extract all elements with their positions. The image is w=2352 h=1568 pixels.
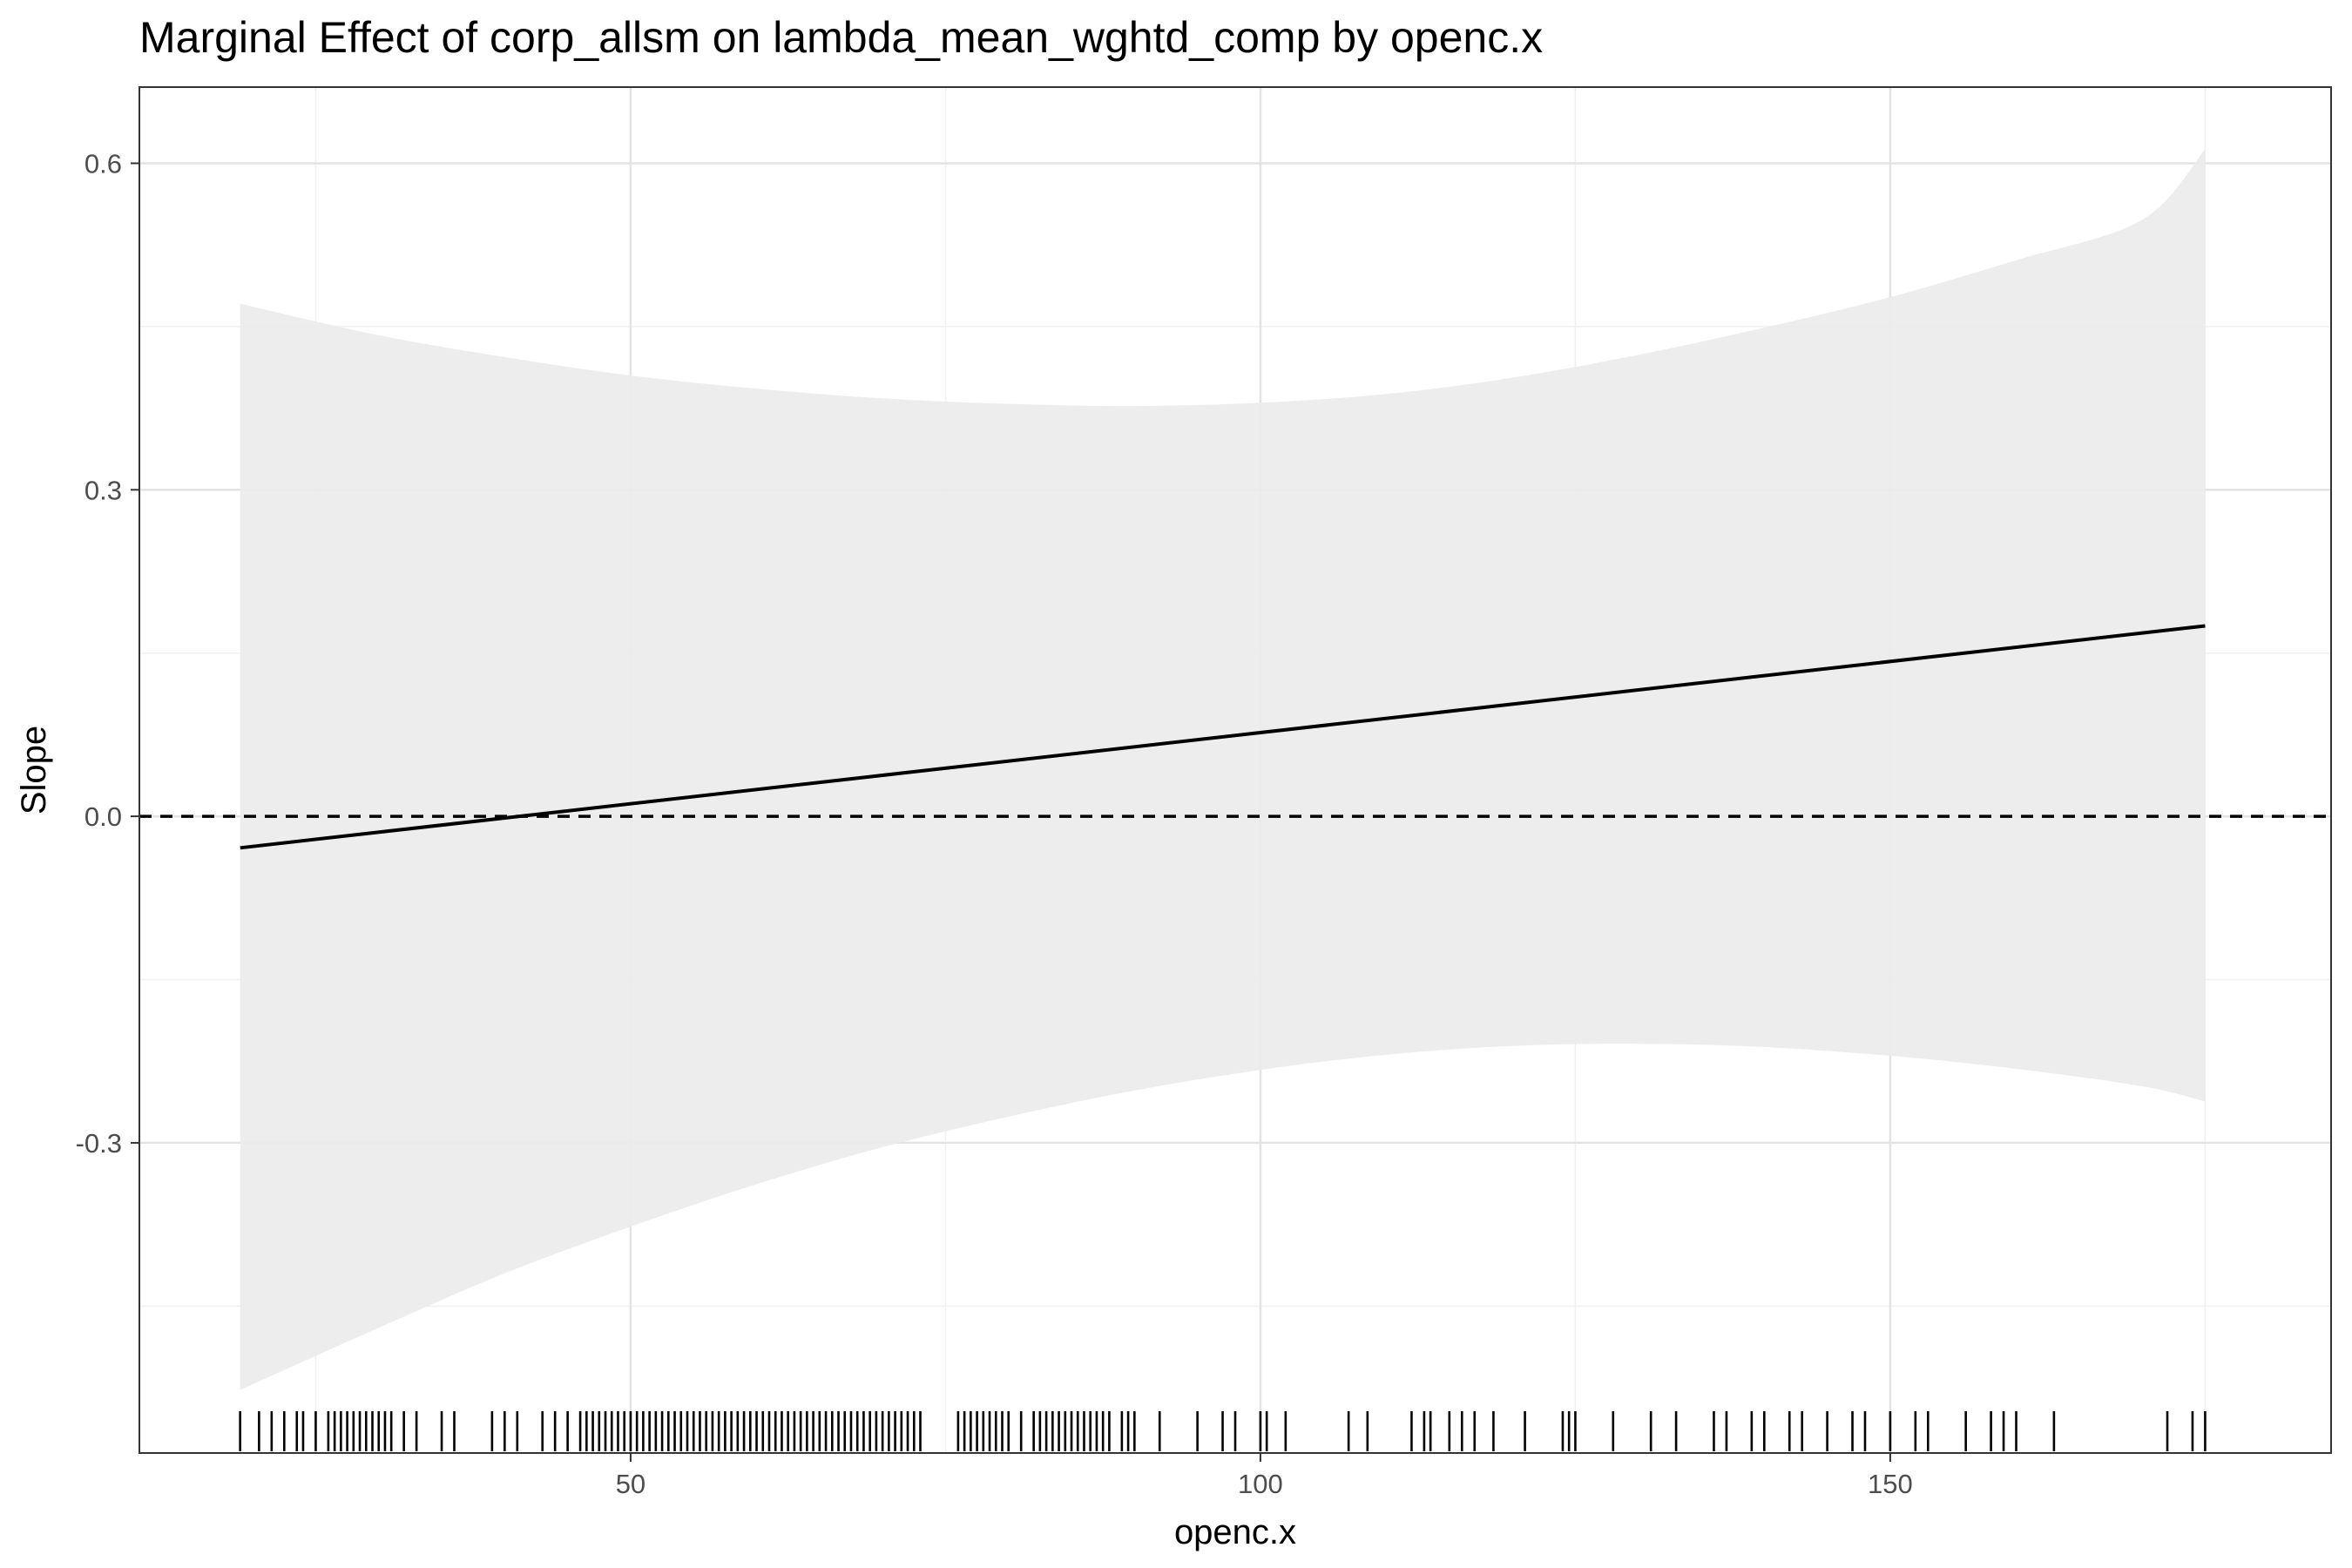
panel-border [139, 86, 2332, 1454]
y-axis-title: Slope [15, 726, 53, 814]
y-tick-label: 0.3 [84, 475, 122, 505]
confidence-band [240, 149, 2206, 1390]
slope-line-layer [240, 624, 2206, 850]
x-tick-label: 150 [1868, 1469, 1913, 1499]
chart-title: Marginal Effect of corp_allsm on lambda_… [139, 13, 1543, 62]
rug-layer [239, 1411, 2207, 1451]
slope-line [240, 624, 2206, 850]
y-tick-label: 0.6 [84, 148, 122, 179]
y-tick-label: 0.0 [84, 801, 122, 832]
panel-border-layer [139, 86, 2332, 1454]
y-tick-label: -0.3 [76, 1128, 122, 1159]
x-axis-title: openc.x [1174, 1513, 1296, 1551]
axis-titles-layer: openc.x Slope [15, 726, 1296, 1551]
title-layer: Marginal Effect of corp_allsm on lambda_… [139, 13, 1543, 62]
x-tick-label: 50 [616, 1469, 645, 1499]
confidence-band-layer [240, 149, 2206, 1390]
x-tick-label: 100 [1238, 1469, 1283, 1499]
axes-layer: 50 100 150 -0.3 0.0 0.3 0.6 [76, 148, 1913, 1499]
